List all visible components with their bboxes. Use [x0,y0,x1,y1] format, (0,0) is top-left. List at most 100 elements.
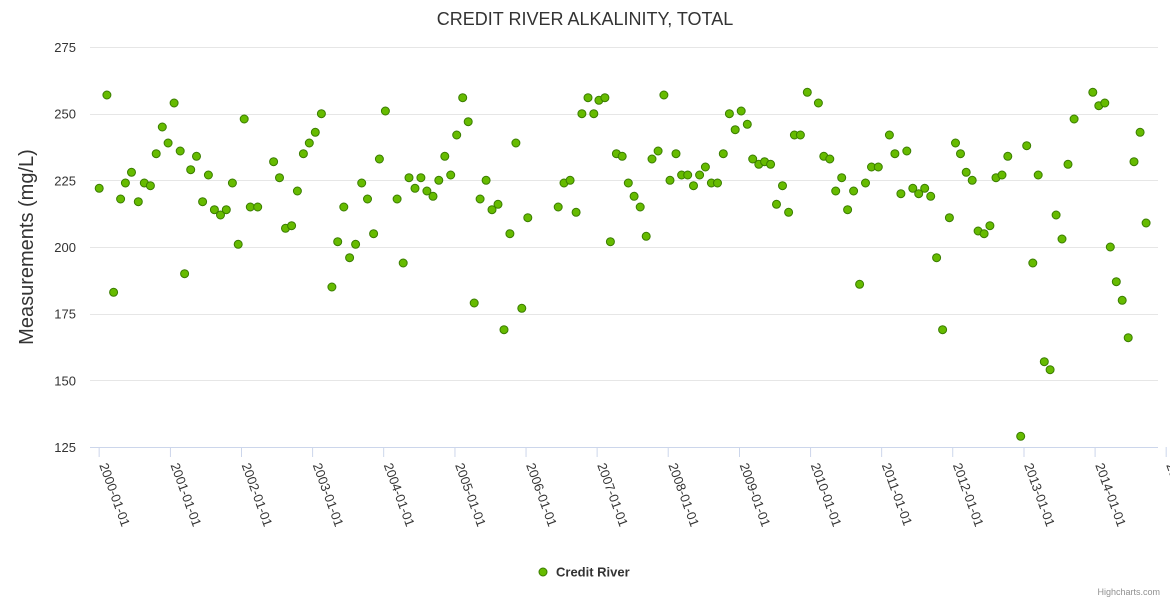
data-point[interactable] [1016,431,1026,441]
data-point[interactable] [843,205,853,215]
data-point[interactable] [333,237,343,247]
data-point[interactable] [233,239,243,249]
data-point[interactable] [374,154,384,164]
data-point[interactable] [1135,127,1145,137]
data-point[interactable] [475,194,485,204]
data-point[interactable] [1100,98,1110,108]
data-point[interactable] [363,194,372,204]
data-point[interactable] [169,98,179,108]
data-point[interactable] [896,189,906,199]
data-point[interactable] [979,229,989,239]
data-point[interactable] [813,98,823,108]
data-point[interactable] [665,175,675,185]
data-point[interactable] [499,325,509,335]
data-point[interactable] [671,149,681,159]
data-point[interactable] [1028,258,1038,268]
data-point[interactable] [861,178,870,188]
data-point[interactable] [571,207,581,217]
data-point[interactable] [410,183,420,193]
data-point[interactable] [287,221,297,231]
data-point[interactable] [209,205,219,215]
data-point[interactable] [192,151,201,161]
data-point[interactable] [163,138,173,148]
data-point[interactable] [94,183,104,193]
data-point[interactable] [316,109,326,119]
data-point[interactable] [920,183,930,193]
highcharts-credit[interactable]: Highcharts.com [1097,587,1160,597]
data-point[interactable] [1022,141,1032,151]
data-point[interactable] [469,298,479,308]
data-point[interactable] [890,149,900,159]
data-point[interactable] [345,253,355,263]
data-point[interactable] [1117,295,1127,305]
data-point[interactable] [766,159,776,169]
data-point[interactable] [253,202,263,212]
data-point[interactable] [784,207,794,217]
data-point[interactable] [398,258,408,268]
data-point[interactable] [1123,333,1133,343]
data-point[interactable] [932,253,942,263]
data-point[interactable] [102,90,112,100]
data-point[interactable] [245,202,255,212]
data-point[interactable] [380,106,390,116]
data-point[interactable] [689,181,698,191]
data-point[interactable] [1051,210,1061,220]
data-point[interactable] [718,149,728,159]
data-point[interactable] [1111,277,1121,287]
data-point[interactable] [404,173,414,183]
data-point[interactable] [440,151,450,161]
data-point[interactable] [511,138,521,148]
data-point[interactable] [369,229,379,239]
data-point[interactable] [778,181,787,191]
data-point[interactable] [487,205,497,215]
data-point[interactable] [269,157,279,167]
data-point[interactable] [493,199,503,209]
data-point[interactable] [641,231,651,241]
data-point[interactable] [357,178,367,188]
legend[interactable]: Credit River [538,565,630,580]
data-point[interactable] [902,146,912,156]
data-point[interactable] [239,114,249,124]
data-point[interactable] [298,149,308,159]
data-point[interactable] [713,178,722,188]
data-point[interactable] [446,170,456,180]
data-point[interactable] [724,109,734,119]
data-point[interactable] [884,130,894,140]
data-point[interactable] [742,119,752,129]
data-point[interactable] [180,269,190,279]
data-point[interactable] [216,210,225,220]
data-point[interactable] [481,175,491,185]
data-point[interactable] [127,167,136,177]
data-point[interactable] [938,325,948,335]
data-point[interactable] [653,146,663,156]
data-point[interactable] [683,170,693,180]
data-point[interactable] [275,173,284,183]
data-point[interactable] [1033,170,1043,180]
data-point[interactable] [647,154,657,164]
data-point[interactable] [795,130,805,140]
data-point[interactable] [600,93,610,103]
data-point[interactable] [116,194,126,204]
data-point[interactable] [1045,365,1055,375]
data-point[interactable] [1063,159,1073,169]
data-point[interactable] [772,199,781,209]
data-point[interactable] [1069,114,1079,124]
data-point[interactable] [837,173,847,183]
data-point[interactable] [985,221,995,231]
data-point[interactable] [695,170,705,180]
data-point[interactable] [700,162,710,172]
data-point[interactable] [736,106,746,116]
data-point[interactable] [629,191,639,201]
data-point[interactable] [553,202,563,212]
data-point[interactable] [583,93,593,103]
data-point[interactable] [458,93,468,103]
data-point[interactable] [428,191,438,201]
data-point[interactable] [831,186,841,196]
data-point[interactable] [145,181,155,191]
data-point[interactable] [926,191,936,201]
data-point[interactable] [659,90,669,100]
data-point[interactable] [589,109,599,119]
data-point[interactable] [151,149,161,159]
data-point[interactable] [434,175,444,185]
data-point[interactable] [635,202,645,212]
